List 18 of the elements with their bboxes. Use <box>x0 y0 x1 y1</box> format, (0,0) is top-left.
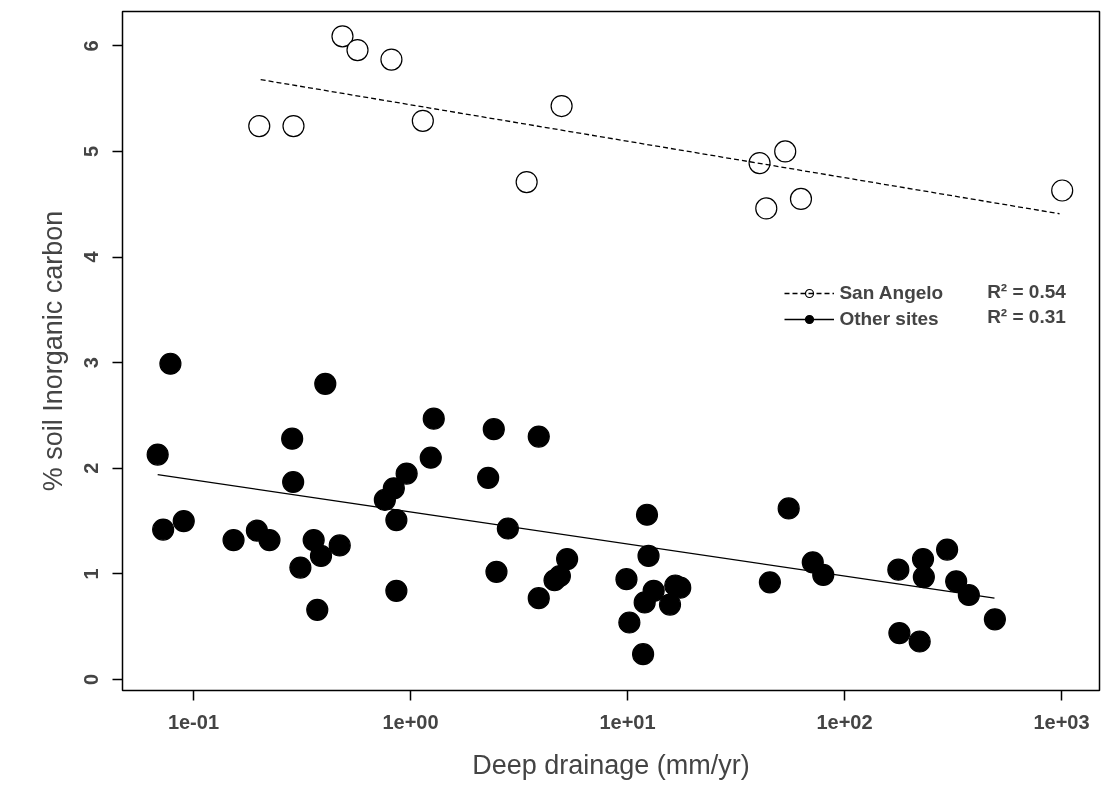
y-axis-title: % soil Inorganic carbon <box>37 210 68 492</box>
y-tick-label: 1 <box>80 568 103 580</box>
y-tick-label: 3 <box>80 357 103 369</box>
y-tick-label: 0 <box>80 673 103 686</box>
x-tick-label: 1e-01 <box>167 710 220 733</box>
x-tick-label: 1e+01 <box>599 710 656 733</box>
x-axis-title: Deep drainage (mm/yr) <box>472 749 750 780</box>
legend-label: Other sites <box>839 308 939 331</box>
y-tick-label: 4 <box>80 250 103 263</box>
annotation: R² = 0.31 <box>987 305 1067 327</box>
y-tick-label: 5 <box>80 145 103 157</box>
x-tick-label: 1e+00 <box>382 710 439 733</box>
x-tick-label: 1e+03 <box>1033 710 1090 733</box>
y-tick-label: 6 <box>80 40 103 52</box>
x-tick-label: 1e+02 <box>816 710 873 733</box>
annotation: R² = 0.54 <box>987 280 1067 302</box>
y-tick-label: 2 <box>80 462 103 474</box>
legend-label: San Angelo <box>839 282 944 305</box>
